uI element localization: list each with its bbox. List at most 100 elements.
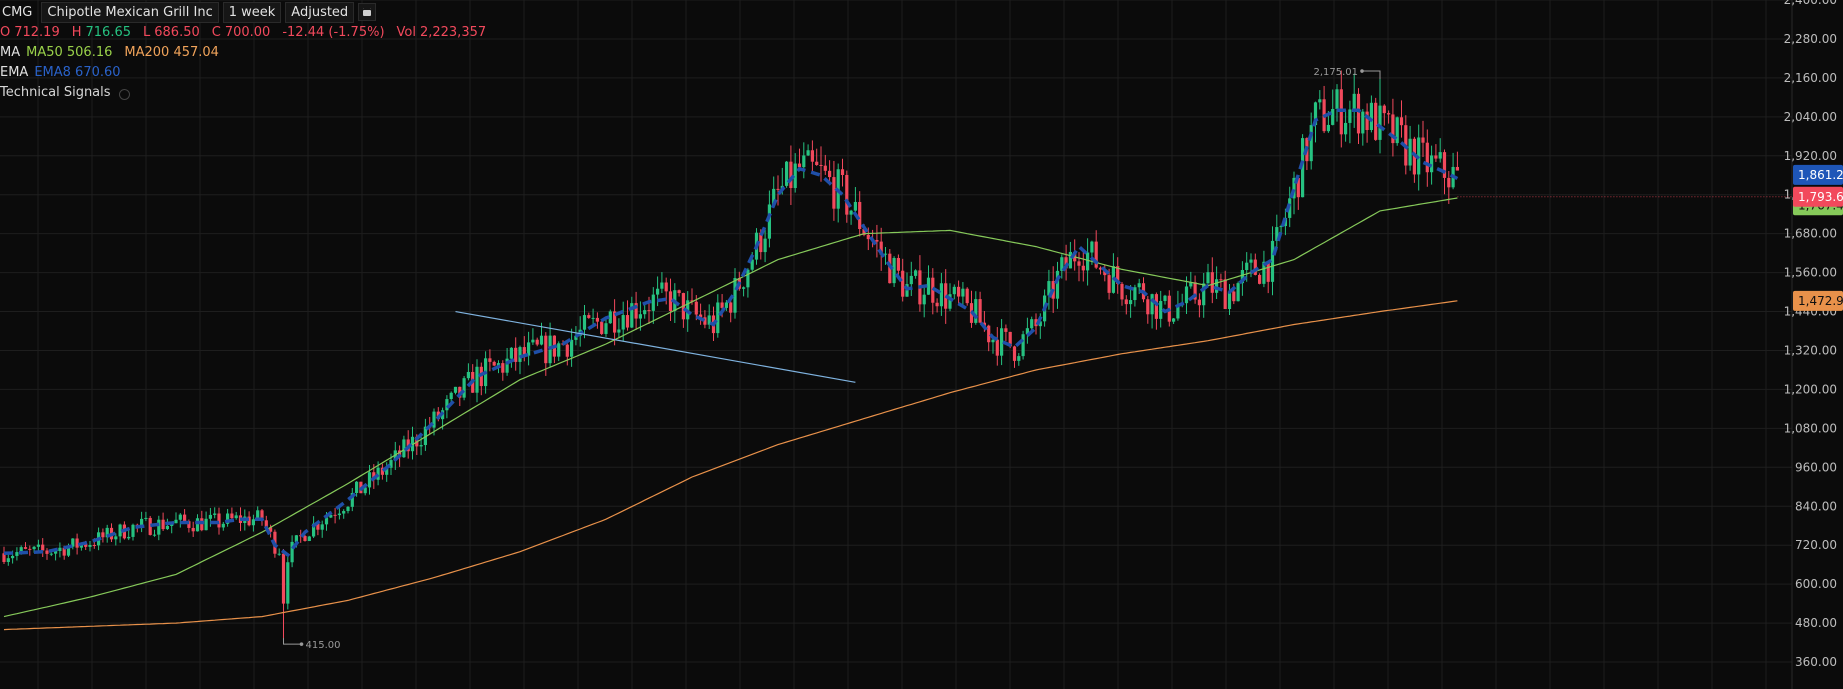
signals-row[interactable]: Technical Signals	[0, 83, 498, 103]
candle-body	[797, 163, 802, 168]
candle-body	[948, 294, 952, 309]
ma-row[interactable]: MA MA50 506.16 MA200 457.04	[0, 43, 498, 63]
candle-body	[1060, 257, 1064, 271]
candle-body	[1391, 114, 1395, 144]
candle-body	[849, 210, 853, 215]
candle-body	[389, 460, 393, 468]
candle-body	[1094, 241, 1098, 268]
candle-body	[1275, 227, 1279, 241]
candle-body	[724, 302, 728, 308]
candle-body	[961, 288, 965, 297]
candle-body	[518, 347, 522, 362]
candle-body	[1055, 270, 1060, 299]
candle-body	[1253, 259, 1257, 275]
y-tick-label: 2,280.00	[1784, 32, 1837, 46]
ema-row[interactable]: EMA EMA8 670.60	[0, 63, 498, 83]
candle-body	[15, 552, 19, 556]
candle-body	[1331, 108, 1335, 125]
candle-body	[1266, 261, 1270, 282]
candle-body	[570, 339, 574, 357]
candle-body	[819, 164, 823, 166]
candle-body	[587, 315, 591, 318]
candle-body	[264, 520, 268, 528]
candle-body	[131, 524, 135, 537]
candle-body	[479, 366, 483, 387]
candle-body	[866, 234, 870, 240]
candle-body	[492, 361, 496, 366]
volume-label: Vol	[396, 25, 416, 40]
candle-body	[806, 150, 810, 156]
candle-body	[187, 521, 191, 528]
candle-body	[1344, 122, 1348, 135]
candle-body	[1430, 155, 1434, 173]
candle-body	[527, 342, 531, 356]
candle-body	[432, 411, 436, 428]
candle-body	[608, 311, 612, 324]
low-marker-dot	[299, 642, 304, 646]
candle-body	[337, 513, 341, 516]
symbol-ticker[interactable]: CMG	[2, 4, 33, 20]
candle-body	[350, 493, 354, 507]
candle-body	[1296, 177, 1300, 198]
ma-label: MA	[0, 45, 21, 60]
candle-body	[656, 288, 660, 295]
candle-body	[733, 278, 737, 313]
candle-body	[974, 299, 978, 323]
candle-body	[1086, 252, 1090, 271]
candle-body	[333, 514, 337, 516]
candle-body	[342, 511, 346, 514]
candle-body	[875, 239, 879, 242]
candle-body	[621, 315, 625, 330]
candle-body	[531, 339, 535, 343]
candle-body	[853, 201, 857, 211]
candle-body	[1447, 177, 1451, 188]
settings-icon[interactable]	[118, 88, 130, 100]
candle-body	[926, 277, 931, 295]
candle-body	[1150, 294, 1154, 315]
menu-icon[interactable]	[358, 3, 377, 21]
interval-selector[interactable]: 1 week	[222, 1, 282, 23]
y-tick-label: 1,680.00	[1784, 227, 1837, 241]
company-name[interactable]: Chipotle Mexican Grill Inc	[41, 1, 219, 23]
candle-body	[1442, 152, 1447, 178]
candle-body	[114, 536, 118, 540]
candle-body	[1365, 111, 1369, 131]
y-tick-label: 2,040.00	[1784, 110, 1837, 124]
candle-body	[625, 315, 630, 328]
candle-body	[1098, 267, 1103, 270]
candle-body	[281, 553, 286, 604]
candle-body	[1154, 294, 1158, 319]
adjustment-selector[interactable]: Adjusted	[285, 1, 355, 23]
candle-body	[557, 343, 561, 357]
candle-body	[1369, 102, 1373, 131]
candle-body	[746, 269, 750, 288]
candle-body	[256, 510, 260, 520]
candle-body	[879, 241, 883, 255]
ma200-value: MA200 457.04	[124, 45, 219, 60]
candle-body	[699, 314, 703, 318]
candle-body	[247, 516, 251, 526]
candle-body	[1438, 152, 1442, 159]
candle-body	[1245, 262, 1249, 271]
change-value: -12.44 (-1.75%)	[282, 25, 385, 40]
candle-body	[1387, 113, 1391, 115]
candle-body	[1159, 300, 1163, 319]
candle-body	[501, 363, 505, 373]
price-badge-label: 1,793.68	[1798, 190, 1843, 204]
candle-body	[1417, 137, 1421, 175]
candle-body	[88, 545, 92, 547]
candle-body	[75, 538, 79, 548]
candle-body	[651, 294, 655, 311]
candle-body	[475, 366, 479, 393]
price-badge-label: 1,861.25	[1798, 168, 1843, 182]
candle-body	[1219, 279, 1223, 281]
candle-body	[1163, 295, 1167, 301]
candle-body	[995, 339, 999, 356]
candle-body	[165, 525, 169, 530]
candle-body	[1124, 299, 1128, 305]
y-tick-label: 600.00	[1795, 577, 1837, 591]
candle-body	[127, 536, 131, 539]
candle-body	[466, 371, 470, 379]
candle-body	[1206, 272, 1210, 284]
